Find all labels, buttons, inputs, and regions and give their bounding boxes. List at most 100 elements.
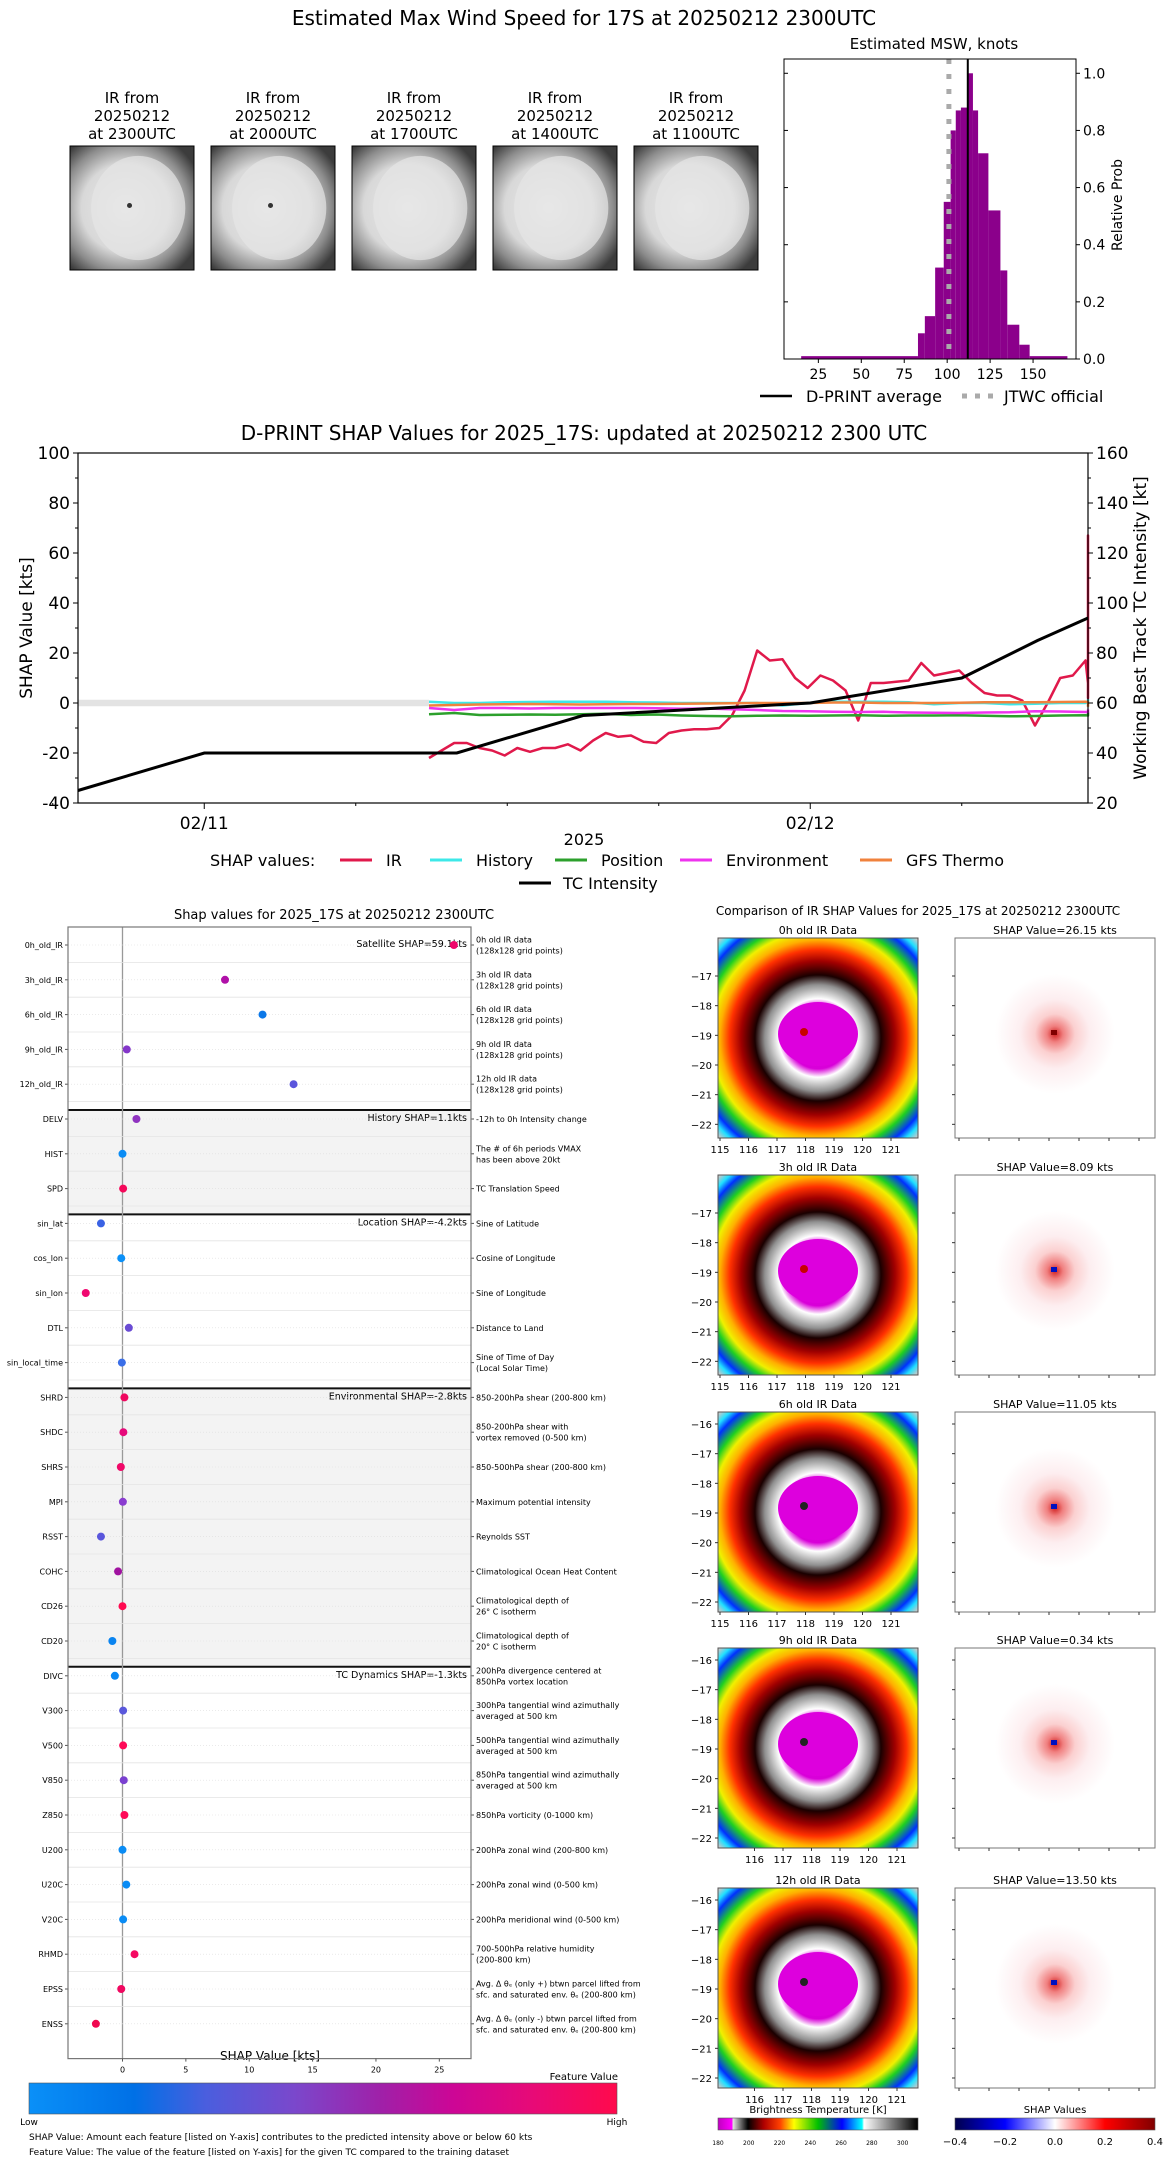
feature-shap-dot (119, 1741, 128, 1750)
shap-colorbar-tick: 0.4 (1147, 2137, 1163, 2148)
feature-shap-dot (119, 1776, 128, 1785)
feature-description: The # of 6h periods VMAX (475, 1144, 582, 1153)
histogram-bar (988, 210, 1001, 359)
lon-tick-label: 117 (767, 1145, 786, 1156)
legend-label: History (476, 851, 533, 870)
feature-description: Avg. Δ θₑ (only +) btwn parcel lifted fr… (476, 1980, 641, 1989)
feature-name: DELV (43, 1115, 64, 1124)
lon-tick-label: 118 (796, 1382, 815, 1393)
feature-shap-dot (120, 1393, 129, 1402)
x-tick-label: 125 (977, 367, 1004, 383)
lon-tick-label: 117 (773, 2095, 792, 2106)
lat-tick-label: −18 (691, 1955, 712, 1966)
feature-shap-dot (289, 1080, 298, 1089)
shap-panel-title: Shap values for 2025_17S at 20250212 230… (174, 908, 494, 923)
feature-description: (Local Solar Time) (476, 1364, 548, 1373)
ir-shap-comparison-panel: Comparison of IR SHAP Values for 2025_17… (691, 904, 1163, 2148)
shap-panel-frame (67, 926, 472, 2060)
y-tick-label: 0.4 (1083, 238, 1105, 254)
zero-band (78, 699, 429, 707)
lon-tick-label: 116 (745, 1855, 764, 1866)
bt-colorbar-tick: 260 (835, 2140, 847, 2147)
timeseries-title: D-PRINT SHAP Values for 2025_17S: update… (241, 421, 928, 445)
series-line-environment (428, 706, 1090, 715)
y-right-tick-label: 20 (1096, 794, 1118, 814)
feature-description: Climatological Ocean Heat Content (476, 1567, 617, 1576)
feature-description: sfc. and saturated env. θₑ (200-800 km) (476, 1991, 636, 2000)
cold-cloud-region (778, 1002, 858, 1066)
histogram-title: Estimated MSW, knots (850, 35, 1019, 53)
lon-tick-label: 116 (739, 1145, 758, 1156)
lat-tick-label: −22 (691, 1834, 712, 1845)
thumbnail-label: IR from (246, 89, 301, 107)
feature-shap-dot (221, 975, 230, 984)
legend-label: Environment (726, 851, 828, 870)
bt-colorbar-tick: 220 (774, 2140, 786, 2147)
lat-tick-label: −21 (691, 1091, 712, 1102)
histogram-bar (1029, 356, 1068, 359)
histogram-bar (943, 201, 951, 359)
feature-description: Maximum potential intensity (476, 1498, 591, 1507)
shap-map-title: SHAP Value=8.09 kts (997, 1161, 1114, 1174)
y-tick-label: 0 (59, 694, 70, 714)
cloud-mass (514, 155, 609, 261)
lon-tick-label: 118 (802, 1855, 821, 1866)
thumbnail-label: IR from (669, 89, 724, 107)
footnote-feature-value: Feature Value: The value of the feature … (29, 2148, 509, 2158)
feature-shap-dot (117, 1985, 126, 1993)
lon-tick-label: 119 (824, 1619, 843, 1630)
thumbnail-label: 20250212 (658, 107, 734, 125)
eye-mark (800, 1738, 808, 1746)
y-tick-label: 80 (48, 494, 70, 514)
feature-name: HIST (45, 1150, 63, 1159)
lon-tick-label: 117 (767, 1619, 786, 1630)
histogram-ylabel: Relative Prob (1110, 159, 1126, 251)
shap-colorbar (954, 2117, 1156, 2131)
shap-center-mark (1051, 1030, 1057, 1035)
feature-description: 12h old IR data (476, 1075, 537, 1084)
lat-tick-label: −19 (691, 1268, 712, 1279)
legend-label-intensity: TC Intensity (562, 874, 658, 893)
lon-tick-label: 115 (710, 1619, 729, 1630)
x-tick-label: 0 (120, 2066, 125, 2075)
x-tick-label: 75 (895, 367, 913, 383)
histogram-bar (960, 107, 968, 359)
feature-shap-dot (116, 1463, 125, 1471)
lon-tick-label: 115 (710, 1145, 729, 1156)
main-title: Estimated Max Wind Speed for 17S at 2025… (292, 6, 876, 30)
y-right-tick-label: 160 (1096, 444, 1128, 464)
shap-map-title: SHAP Value=13.50 kts (993, 1874, 1117, 1887)
cold-cloud-region (778, 1712, 858, 1776)
lat-tick-label: −21 (691, 2044, 712, 2055)
feature-name: SHRS (41, 1463, 63, 1472)
legend-label: IR (386, 851, 402, 870)
lon-tick-label: 116 (739, 1382, 758, 1393)
feature-name: 9h_old_IR (25, 1045, 64, 1054)
lat-tick-label: −20 (691, 1061, 712, 1072)
eye-mark (800, 1978, 808, 1986)
feature-description: 9h old IR data (476, 1040, 532, 1049)
lat-tick-label: −18 (691, 1479, 712, 1490)
group-summary-label: Environmental SHAP=-2.8kts (329, 1391, 467, 1402)
feature-description: Cosine of Longitude (476, 1254, 556, 1263)
series-line-ir (428, 534, 1090, 760)
histogram-frame (783, 58, 1077, 360)
lat-tick-label: −17 (691, 1209, 712, 1220)
feature-name: CD20 (41, 1637, 63, 1646)
thumbnail-label: 20250212 (94, 107, 170, 125)
feature-description: Climatological depth of (476, 1632, 569, 1641)
cold-cloud-region (778, 1476, 858, 1540)
ir-image-title: 3h old IR Data (779, 1161, 857, 1174)
feature-name: SHRD (40, 1393, 63, 1402)
feature-name: U20C (41, 1881, 63, 1890)
legend-dprint-label: D-PRINT average (806, 387, 942, 406)
x-tick-label: 150 (1020, 367, 1047, 383)
lon-tick-label: 120 (853, 1619, 872, 1630)
feature-name: 12h_old_IR (20, 1080, 64, 1089)
lat-tick-label: −22 (691, 1357, 712, 1368)
thumbnail-label: at 2300UTC (88, 125, 176, 143)
ir-image-title: 6h old IR Data (779, 1398, 857, 1411)
feature-description: (128x128 grid points) (476, 947, 563, 956)
feature-shap-dot (130, 1950, 139, 1959)
lat-tick-label: −20 (691, 1539, 712, 1550)
